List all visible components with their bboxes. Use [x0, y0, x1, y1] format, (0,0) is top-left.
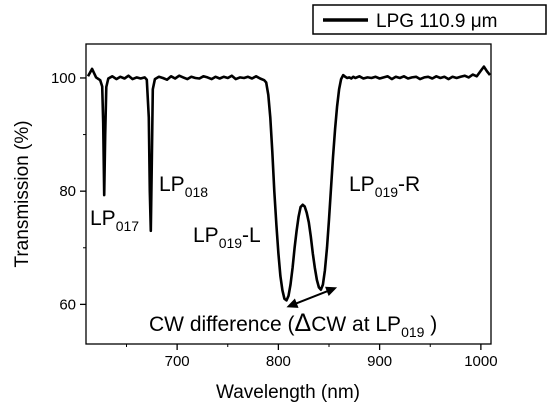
annotation-lp019-left-suffix: -L: [242, 224, 261, 247]
cw-text-prefix: CW difference (: [149, 313, 295, 336]
x-tick-label: 1000: [464, 353, 497, 370]
y-tick-label: 80: [59, 183, 76, 200]
cw-text-suffix: ): [424, 313, 437, 336]
annotation-lp018-main: LP: [159, 173, 185, 196]
annotation-lp018-sub: 018: [185, 184, 209, 200]
y-axis-ticks: 60 80 100: [51, 70, 86, 313]
annotation-lp017: LP017: [90, 207, 139, 234]
annotation-lp019-right-sub: 019: [375, 184, 399, 200]
cw-text-sub: 019: [401, 324, 425, 340]
cw-text-middle: CW at LP: [311, 313, 401, 336]
series-line-lpg: [86, 65, 492, 302]
annotation-lp017-main: LP: [90, 207, 116, 230]
cw-arrow-head-right: [325, 286, 338, 297]
y-tick-label: 100: [51, 70, 76, 87]
x-axis-ticks: 700 800 900 1000: [126, 344, 498, 370]
legend: LPG 110.9 μm: [312, 4, 547, 35]
legend-label: LPG 110.9 μm: [376, 11, 498, 32]
annotation-lp019-left-main: LP: [193, 224, 219, 247]
y-tick-label: 60: [59, 296, 76, 313]
annotation-lp017-sub: 017: [116, 218, 140, 234]
annotation-lp019-right: LP019-R: [349, 173, 420, 200]
annotation-lp018: LP018: [159, 173, 208, 200]
annotation-lp019-right-main: LP: [349, 173, 375, 196]
x-tick-label: 800: [266, 353, 291, 370]
annotation-lp019-left-sub: 019: [219, 235, 243, 251]
annotation-cw-difference: CW difference (ΔCW at LP019 ): [149, 309, 437, 340]
x-axis-title: Wavelength (nm): [216, 382, 360, 403]
cw-arrow-shaft: [293, 289, 331, 306]
cw-arrow-head-left: [286, 298, 299, 308]
annotation-lp019-left: LP019-L: [193, 224, 261, 251]
cw-text-delta: Δ: [295, 309, 312, 337]
x-tick-label: 700: [165, 353, 190, 370]
annotation-lp019-right-suffix: -R: [398, 173, 420, 196]
cw-difference-arrow: [286, 286, 338, 308]
y-axis-title: Transmission (%): [12, 120, 33, 267]
x-tick-label: 900: [367, 353, 392, 370]
plot-frame: [85, 43, 492, 345]
